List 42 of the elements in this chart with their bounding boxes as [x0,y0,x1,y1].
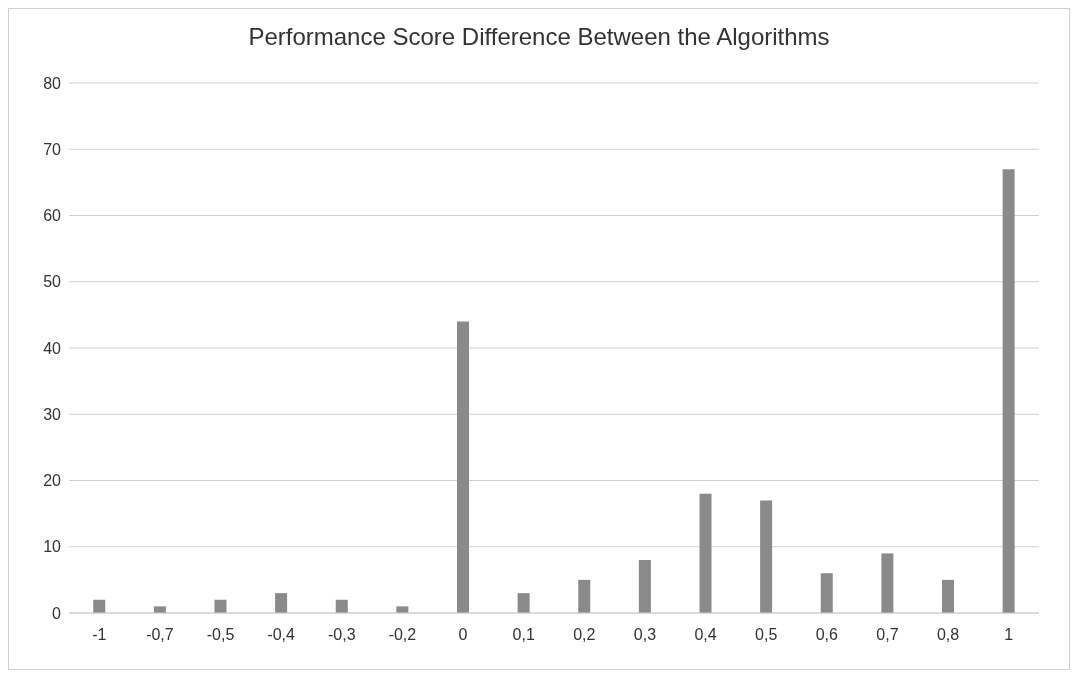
y-tick-label: 10 [43,538,62,556]
x-tick-label: -1 [92,626,107,644]
y-tick-label: 20 [43,472,62,490]
bar [699,493,712,613]
bar [153,606,166,613]
x-tick-label: 0,1 [512,626,535,644]
x-tick-label: 0,2 [573,626,596,644]
x-tick-label: -0,4 [267,626,296,644]
bar [457,321,469,613]
y-tick-label: 60 [43,207,62,225]
bar [881,553,894,613]
x-tick-label: 0,3 [633,626,657,644]
bar [335,599,348,613]
bar [942,579,954,613]
x-tick-label: 0,5 [755,626,778,644]
bar [760,500,773,613]
y-tick-label: 30 [43,405,62,423]
x-tick-label: 0,8 [936,626,960,644]
x-tick-label: -0,2 [388,626,417,644]
y-tick-label: 70 [43,140,62,158]
x-tick-label: 1 [1004,626,1014,644]
x-tick-label: -0,5 [206,626,235,644]
bar [93,599,106,613]
y-tick-label: 50 [43,273,62,291]
x-tick-label: -0,7 [146,626,174,644]
bar [396,606,409,613]
y-tick-label: 40 [43,339,62,357]
x-tick-label: 0,4 [694,626,717,644]
x-tick-label: 0,6 [815,626,839,644]
chart-title: Performance Score Difference Between the Algorithms [247,22,831,52]
y-tick-label: 0 [52,604,62,622]
bar [820,573,833,613]
bar [517,593,530,613]
bar [638,560,651,613]
bar [578,579,591,613]
x-tick-label: 0 [458,626,468,644]
x-tick-label: 0,7 [876,626,899,644]
y-tick-label: 80 [43,74,62,92]
bar [275,593,288,613]
bar [214,599,227,613]
bar [1002,169,1015,613]
x-tick-label: -0,3 [328,626,356,644]
